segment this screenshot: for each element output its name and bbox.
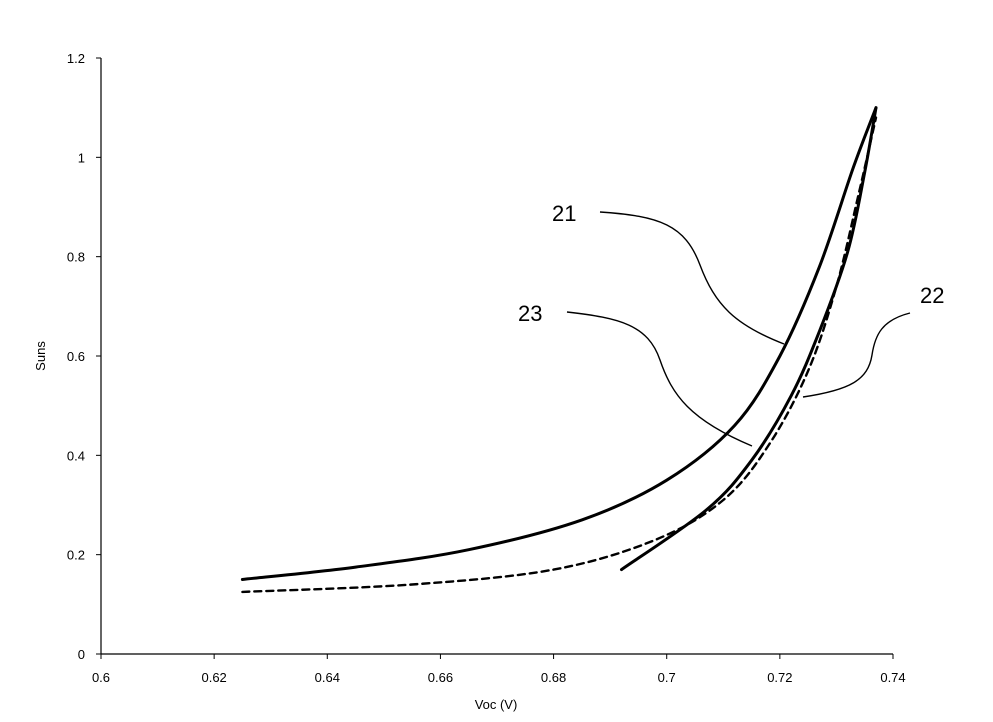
y-axis-label: Suns [33,341,48,371]
curves [242,108,876,592]
x-tick-label: 0.66 [428,670,453,685]
leader-line-23 [567,312,752,446]
y-tick-label: 0.2 [67,548,85,563]
y-tick-label: 1 [78,150,85,165]
x-tick-label: 0.62 [201,670,226,685]
y-ticks: 0 0.2 0.4 0.6 0.8 1 1.2 [67,51,101,662]
x-axis-label: Voc (V) [475,697,518,712]
x-tick-label: 0.72 [767,670,792,685]
series-line-21 [242,108,876,580]
leader-lines [567,212,910,446]
series-label-21: 21 [552,201,576,226]
series-label-22: 22 [920,283,944,308]
y-tick-label: 0 [78,647,85,662]
x-tick-label: 0.68 [541,670,566,685]
y-tick-label: 0.6 [67,349,85,364]
x-ticks: 0.6 0.62 0.64 0.66 0.68 0.7 0.72 0.74 [92,654,906,685]
series-line-22 [622,108,877,570]
axes [101,58,893,654]
y-tick-label: 1.2 [67,51,85,66]
x-tick-label: 0.6 [92,670,110,685]
leader-line-22 [803,313,910,397]
y-tick-label: 0.4 [67,448,85,463]
x-tick-label: 0.64 [315,670,340,685]
y-tick-label: 0.8 [67,250,85,265]
series-label-23: 23 [518,301,542,326]
x-tick-label: 0.74 [880,670,905,685]
x-tick-label: 0.7 [658,670,676,685]
